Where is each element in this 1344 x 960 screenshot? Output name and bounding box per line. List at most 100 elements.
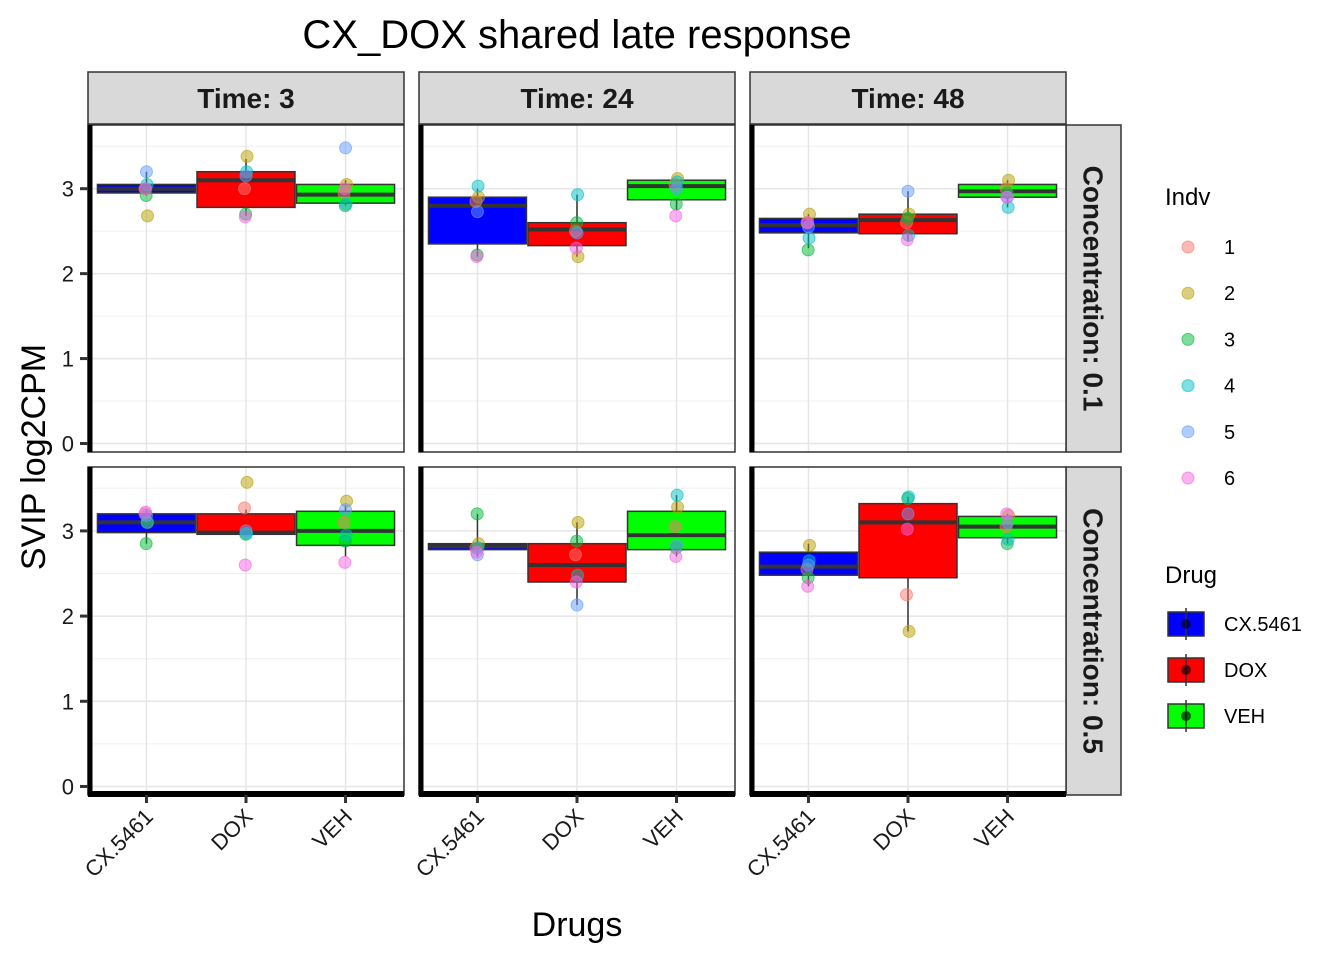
panel-boxes [96,141,396,224]
legend-drug-label: CX.5461 [1224,614,1302,636]
data-point [338,182,352,196]
legend-indv-title: Indv [1165,184,1210,211]
y-tick-label: 0 [62,774,74,799]
data-point [238,501,251,515]
data-point [470,545,484,559]
y-tick-label: 0 [62,432,74,457]
y-tick-label: 1 [62,689,74,714]
legend-indv-label: 6 [1224,468,1235,490]
x-tick-label: VEH [307,804,357,854]
data-point [669,197,683,211]
legend-indv-label: 4 [1224,376,1235,398]
chart-title: CX_DOX shared late response [302,13,851,57]
data-point [239,524,253,538]
panel-boxes [758,490,1058,638]
data-point [139,182,153,196]
data-point [339,141,353,155]
panel-boxes [427,172,727,264]
data-point [470,205,484,219]
facet-strip-col [87,71,405,125]
y-tick-label: 2 [62,604,74,629]
legend-drug-label: DOX [1224,660,1267,682]
data-point [570,226,584,240]
data-point [802,231,816,245]
facet-strip-row-label: Concentration: 0.1 [1078,166,1109,412]
legend-drug-key-point [1181,711,1191,721]
data-point [669,549,683,563]
data-point [1002,173,1016,187]
data-point [801,216,815,230]
y-tick-label: 3 [62,177,74,202]
facet-strip-col-label: Time: 48 [851,83,964,114]
data-point [570,598,584,612]
data-point [901,184,915,198]
legend-indv-key [1181,286,1195,300]
data-point [670,488,684,502]
y-axis-title: SVIP log2CPM [15,344,53,570]
data-point [337,515,351,529]
data-point [239,169,253,183]
data-point [238,210,252,224]
data-point [240,475,254,489]
data-point [339,528,353,542]
data-point [670,538,684,552]
data-point [569,548,582,562]
legend-indv: Indv 1 2 3 4 5 6 [1165,184,1235,490]
data-point [240,149,254,163]
legend-drug-key-point [1181,619,1191,629]
data-point [141,209,155,223]
data-point [339,197,353,211]
legend-indv-label: 3 [1224,329,1235,351]
x-tick-label: DOX [206,804,258,856]
y-tick-label: 3 [62,519,74,544]
data-point [669,209,683,223]
data-point [238,558,252,572]
data-point [900,588,913,602]
data-point [801,579,815,593]
facet-strip-row [1065,124,1122,453]
data-point [1000,190,1014,204]
facet-strip-col [418,71,736,125]
legend-drug-label: VEH [1224,706,1265,728]
data-point [471,179,485,193]
x-tick-label: VEH [638,804,688,854]
legend-indv-key [1181,379,1195,393]
data-point [801,243,815,257]
data-point [570,534,584,548]
x-tick-label: CX.5461 [742,804,820,882]
x-tick-label: CX.5461 [80,804,158,882]
data-point [470,507,484,521]
data-point [1001,532,1015,546]
data-point [470,250,484,264]
legend-drug-key-point [1181,665,1191,675]
data-point [801,558,815,572]
data-point [338,555,352,569]
panel-boxes [758,173,1058,257]
data-point [569,575,583,589]
x-tick-label: VEH [969,804,1019,854]
data-point [900,522,914,536]
data-point [339,503,353,517]
x-tick-label: DOX [537,804,589,856]
data-point [668,520,682,534]
data-point [901,507,915,521]
legend-drug: Drug CX.5461 DOX VEH [1165,562,1302,732]
data-point [571,515,585,529]
panel-boxes [96,475,396,572]
data-point [139,537,153,551]
legend-indv-key [1181,240,1195,254]
x-tick-label: CX.5461 [411,804,489,882]
facet-strip-row [1065,466,1122,796]
data-point [238,182,251,196]
facet-strip-col-label: Time: 3 [197,83,295,114]
y-tick-label: 1 [62,347,74,372]
data-point [139,505,153,519]
x-tick-label: DOX [868,804,920,856]
data-point [902,490,916,504]
legend-indv-label: 1 [1224,237,1235,259]
facet-panel [749,124,1067,453]
data-point [139,165,153,179]
panel-boxes [427,488,727,612]
legend-indv-key [1181,471,1195,485]
